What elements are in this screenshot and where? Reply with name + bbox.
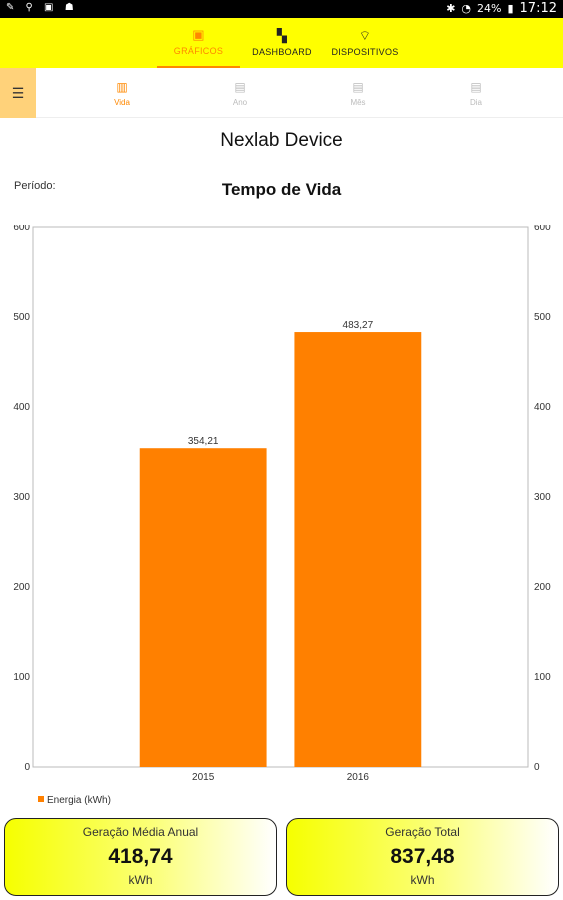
notification-icons: ✎ ⚲ ▣ ☗ [6, 2, 78, 13]
period-label: Período: [14, 180, 56, 192]
tab-dashboard[interactable]: ▚ DASHBOARD [243, 18, 321, 68]
card-total-unit: kWh [410, 873, 435, 887]
card-average-generation: Geração Média Anual 418,74 kWh [4, 818, 277, 896]
bar-chart-icon: ▥ [116, 79, 128, 94]
dashboard-icon: ▚ [276, 28, 288, 43]
legend-swatch [38, 796, 44, 802]
y-tick-label-left: 100 [13, 672, 30, 683]
wifi-device-icon: ⌔ [358, 28, 372, 43]
bar [294, 332, 422, 767]
y-tick-label-right: 300 [534, 492, 551, 503]
card-average-label: Geração Média Anual [82, 825, 199, 839]
chart-title: Tempo de Vida [221, 180, 342, 199]
tab-vida-label: Vida [114, 97, 130, 107]
card-total-label: Geração Total [385, 825, 460, 839]
calendar-icon: ▤ [470, 79, 482, 94]
tab-ano[interactable]: ▤ Ano [205, 68, 275, 118]
chart-icon: ▣ [192, 27, 205, 42]
y-tick-label-right: 500 [534, 312, 551, 323]
bar-chart: 0 0 100 100 200 200 300 300 400 400 500 500 600 600 35… [13, 225, 551, 806]
plot-frame [32, 226, 529, 768]
tab-mes[interactable]: ▤ Mês [323, 68, 393, 118]
tab-dispositivos-label: DISPOSITIVOS [331, 47, 399, 57]
period-tab-bar: ☰ ▥ Vida ▤ Ano ▤ Mês ▤ Dia [0, 68, 563, 118]
bar [139, 448, 267, 767]
y-tick-label-left: 500 [13, 312, 30, 323]
card-average-unit: kWh [128, 873, 153, 887]
y-tick-label-right: 0 [534, 762, 540, 773]
clock: 17:12 [519, 1, 557, 16]
y-tick-label-left: 200 [13, 582, 30, 593]
legend-label: Energia (kWh) [47, 795, 111, 806]
tab-dashboard-label: DASHBOARD [252, 47, 312, 57]
y-tick-label-left: 300 [13, 492, 30, 503]
tab-dispositivos[interactable]: ⌔ DISPOSITIVOS [325, 18, 405, 68]
menu-button[interactable]: ☰ [0, 68, 36, 118]
y-tick-label-left: 400 [13, 402, 30, 413]
wifi-icon: ◔ [461, 2, 472, 15]
card-average-value: 418,74 [108, 845, 173, 868]
battery-icon: ▮ [507, 2, 514, 15]
battery-level: 24% [477, 2, 502, 15]
tab-ano-label: Ano [232, 97, 248, 107]
y-tick-label-right: 200 [534, 582, 551, 593]
card-total-value: 837,48 [390, 845, 455, 868]
card-total-generation: Geração Total 837,48 kWh [286, 818, 559, 896]
tab-vida[interactable]: ▥ Vida [87, 68, 157, 118]
top-tab-bar: ▣ GRÁFICOS ▚ DASHBOARD ⌔ DISPOSITIVOS [0, 18, 563, 68]
bar-value-label: 354,21 [188, 436, 219, 447]
tab-mes-label: Mês [350, 97, 366, 107]
x-tick-label: 2016 [347, 772, 370, 783]
bluetooth-icon: ✱ [446, 2, 456, 15]
status-right: ✱ ◔ 24% ▮ 17:12 [446, 1, 557, 16]
y-tick-label-right: 100 [534, 672, 551, 683]
tab-dia-label: Dia [469, 97, 482, 107]
y-tick-label-left: 600 [13, 225, 30, 233]
bar-value-label: 483,27 [343, 320, 374, 331]
status-bar: ✎ ⚲ ▣ ☗ ✱ ◔ 24% ▮ 17:12 [0, 0, 563, 18]
y-tick-label-right: 400 [534, 402, 551, 413]
list-icon: ☰ [11, 84, 25, 101]
y-tick-label-right: 600 [534, 225, 551, 233]
calendar-icon: ▤ [234, 79, 246, 94]
calendar-icon: ▤ [352, 79, 364, 94]
tab-dia[interactable]: ▤ Dia [441, 68, 511, 118]
tab-graficos-label: GRÁFICOS [173, 46, 224, 56]
tab-graficos[interactable]: ▣ GRÁFICOS [157, 18, 240, 68]
device-title: Nexlab Device [220, 130, 343, 151]
x-tick-label: 2015 [192, 772, 215, 783]
y-tick-label-left: 0 [24, 762, 30, 773]
